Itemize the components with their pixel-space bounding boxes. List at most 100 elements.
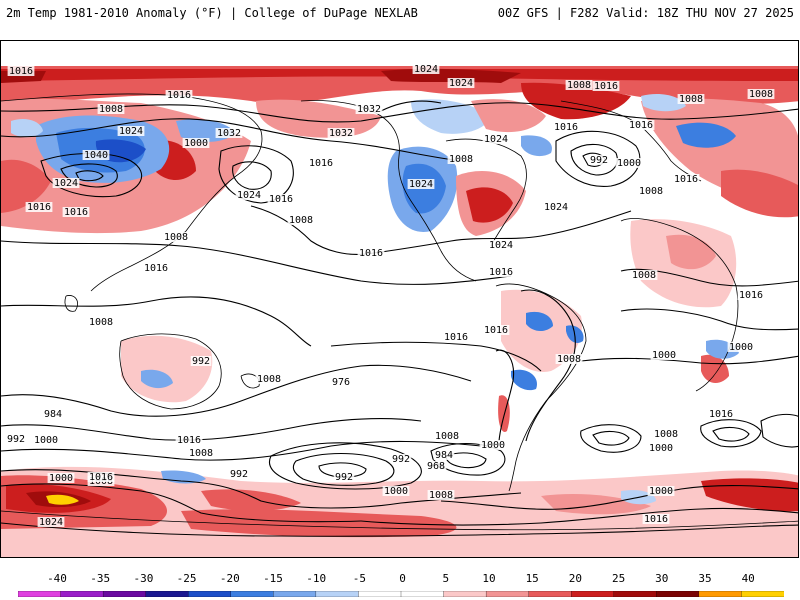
isobar-label: 1008 [654,429,678,440]
colorbar-swatch [102,591,147,597]
isobar-label: 992 [590,155,608,166]
isobar-label-bg [390,454,412,464]
isobar-label-bg [187,448,215,458]
colorbar-swatch [60,591,104,597]
isobar-label: 1016 [359,248,383,259]
isobar-label-bg [330,377,352,387]
colorbar-swatch [613,591,657,597]
colorbar-swatch [18,591,62,597]
coastline [240,373,260,389]
colorbar-swatch [358,591,402,597]
isobar-label-bg [407,179,435,189]
colorbar-swatch [230,591,274,597]
isobar-label: 1024 [237,190,261,201]
temperature-anomaly-shading [1,66,798,557]
colorbar-labels: -40 -35 -30 -25 -20 -15 -10 -5 0 5 10 15 20 25 30 35 40 [0,572,800,588]
colorbar-tick-label: -5 [352,572,367,585]
colorbar-tick-label: 15 [525,572,539,585]
coastline [119,333,222,410]
colorbar-swatch [485,591,530,597]
anomaly-cold-region [676,122,736,148]
isobar-label-bg [52,178,80,188]
colorbar-tick-label: 20 [568,572,583,585]
isobar [430,443,506,476]
isobar-label: 992 [335,472,353,483]
isobar-label: 1016 [27,202,51,213]
colorbar-tick-label: 10 [482,572,496,585]
isobar-label-bg [487,240,515,250]
isobar-label-bg [215,128,243,138]
isobar-label: 1016 [177,435,201,446]
anomaly-warm-region [701,354,729,383]
isobar-label-bg [355,104,383,114]
isobar [365,210,632,255]
isobar [360,507,798,526]
isobar [318,462,367,478]
isobar-label-bg [588,155,610,165]
isobar-label-bg [650,350,678,360]
isobar [1,417,422,441]
isobar [570,143,618,176]
isobar-label: 1008 [164,232,188,243]
isobar-label: 1016 [144,263,168,274]
colorbar-swatch [188,591,232,597]
isobar-label: 1008 [99,104,123,115]
colorbar [18,591,784,597]
isobar-label-bg [630,270,658,280]
isobar [1,102,798,123]
isobar-label-bg [647,443,675,453]
isobar-label-bg [427,490,455,500]
coastline [1,510,798,531]
isobar-label: 992 [230,469,248,480]
anomaly-warm-region [201,489,301,511]
colorbar-tick-label: 35 [698,572,712,585]
isobar-label-bg [542,202,570,212]
isobar [1,296,312,347]
isobar-label: 992 [7,434,25,445]
isobar-label: 1016 [489,267,513,278]
isobar-label-bg [255,374,283,384]
map-panel: 1016 1024 1008 1016 1032 1024 1032 1040 1024 1016… [0,40,799,558]
isobar [250,205,367,255]
isobar-label: 1024 [449,78,473,89]
isobar-label: 1008 [435,431,459,442]
isobar [1,364,472,417]
colorbar-tick-label: -20 [219,572,240,585]
isobar-label-bg [62,207,90,217]
colorbar-tick-label: 30 [655,572,669,585]
isobar-label-bg [433,431,461,441]
isobar-label-bg [482,134,510,144]
isobar-label: 1008 [89,317,113,328]
isobar-label-bg [447,154,475,164]
colorbar-tick-label: 40 [741,572,755,585]
anomaly-warm-region [121,335,213,403]
isobar-label-bg [228,469,250,479]
isobar [75,170,104,182]
isobar [580,424,642,453]
colorbar-swatch [145,591,189,597]
isobar-label: 1000 [652,350,676,361]
isobar-label: 1024 [484,134,508,145]
isobar-label: 1016 [594,81,618,92]
isobar-label-bg [7,66,35,76]
anomaly-cold-region [11,119,43,138]
isobar-label: 1000 [729,342,753,353]
coastline [64,295,78,312]
coastline [445,138,527,247]
isobar [760,413,798,448]
isobar-label-bg [552,122,580,132]
colorbar-tick-label: -10 [306,572,327,585]
isobar [330,341,542,372]
isobar-label-bg [637,186,665,196]
anomaly-cold-region [511,369,537,391]
anomaly-warm-region [1,466,798,557]
isobar-label: 1008 [749,89,773,100]
isobar-label: 1000 [481,440,505,451]
isobar-label: 1032 [329,128,353,139]
colorbar-swatch [656,591,700,597]
isobar-label-bg [333,472,355,482]
isobar-label: 1000 [34,435,58,446]
isobar-label-bg [182,138,210,148]
isobar-label-bg [565,80,593,90]
